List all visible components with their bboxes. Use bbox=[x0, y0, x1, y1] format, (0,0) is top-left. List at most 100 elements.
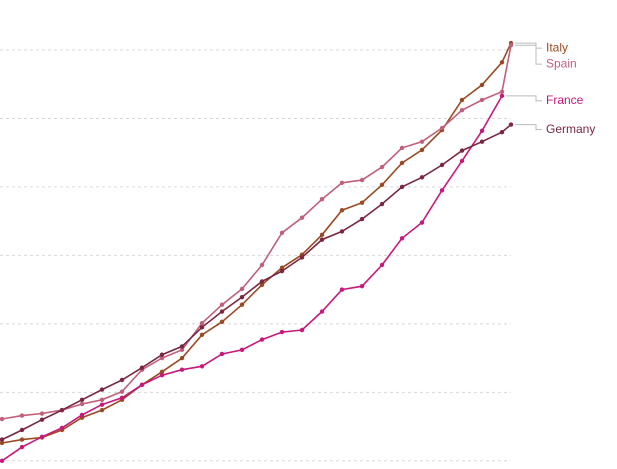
series-line bbox=[1, 42, 512, 444]
series-line bbox=[1, 45, 512, 420]
data-point bbox=[479, 128, 485, 133]
data-point bbox=[479, 82, 485, 88]
data-point bbox=[459, 108, 465, 113]
data-point bbox=[159, 352, 165, 357]
data-point bbox=[259, 337, 265, 342]
data-point bbox=[379, 182, 385, 188]
data-point bbox=[359, 200, 365, 205]
data-point bbox=[19, 444, 25, 450]
data-point bbox=[499, 93, 505, 99]
data-point bbox=[219, 319, 225, 324]
data-point bbox=[159, 369, 165, 374]
data-point bbox=[399, 160, 405, 166]
data-point bbox=[499, 60, 505, 65]
data-point bbox=[219, 351, 225, 357]
data-point bbox=[339, 287, 345, 292]
data-point bbox=[508, 122, 514, 127]
data-point bbox=[508, 42, 514, 48]
data-point bbox=[359, 177, 365, 183]
data-point bbox=[279, 268, 285, 274]
data-point bbox=[379, 262, 385, 268]
data-point bbox=[319, 232, 325, 238]
data-point bbox=[299, 215, 305, 220]
legend-label: Spain bbox=[546, 56, 577, 70]
data-point bbox=[0, 458, 5, 463]
label-leader bbox=[506, 95, 542, 102]
data-point bbox=[59, 407, 65, 413]
data-point bbox=[319, 237, 325, 242]
data-point bbox=[19, 427, 25, 433]
data-point bbox=[499, 129, 505, 135]
data-point bbox=[199, 332, 205, 338]
data-point bbox=[439, 162, 445, 168]
legend-label: Germany bbox=[546, 122, 595, 136]
data-point bbox=[259, 262, 265, 268]
data-point bbox=[299, 327, 305, 333]
data-point bbox=[199, 364, 205, 369]
legend-label: Italy bbox=[546, 40, 568, 54]
data-point bbox=[279, 265, 285, 270]
data-point bbox=[399, 184, 405, 190]
data-point bbox=[99, 402, 105, 407]
data-point bbox=[279, 230, 285, 235]
data-point bbox=[479, 139, 485, 144]
data-point bbox=[79, 412, 85, 418]
data-point bbox=[119, 395, 125, 400]
data-point bbox=[0, 437, 5, 442]
data-point bbox=[199, 320, 205, 326]
data-point bbox=[319, 197, 325, 202]
data-point bbox=[259, 279, 265, 284]
data-point bbox=[99, 387, 105, 392]
data-point bbox=[179, 347, 185, 353]
data-point bbox=[159, 373, 165, 378]
data-point bbox=[239, 286, 245, 292]
data-point bbox=[119, 377, 125, 383]
data-point bbox=[299, 255, 305, 260]
data-point bbox=[79, 397, 85, 403]
data-point bbox=[379, 164, 385, 170]
label-leader bbox=[515, 124, 542, 131]
data-point bbox=[239, 347, 245, 353]
data-point bbox=[399, 236, 405, 241]
data-point bbox=[179, 367, 185, 372]
data-point bbox=[339, 180, 345, 186]
data-point bbox=[219, 309, 225, 314]
data-point bbox=[379, 201, 385, 207]
data-point bbox=[359, 283, 365, 289]
data-point bbox=[19, 437, 25, 442]
data-point bbox=[459, 148, 465, 153]
series-line bbox=[1, 95, 503, 462]
data-point bbox=[159, 355, 165, 361]
data-point bbox=[319, 309, 325, 314]
data-point bbox=[179, 355, 185, 361]
data-point bbox=[259, 282, 265, 288]
data-point bbox=[0, 440, 5, 446]
data-point bbox=[459, 97, 465, 103]
data-point bbox=[419, 175, 425, 180]
data-point bbox=[0, 416, 5, 422]
data-point bbox=[99, 407, 105, 413]
data-point bbox=[219, 302, 225, 307]
data-point bbox=[359, 216, 365, 222]
label-leader bbox=[515, 44, 542, 65]
data-point bbox=[339, 207, 345, 213]
data-point bbox=[59, 425, 65, 431]
data-point bbox=[99, 397, 105, 403]
data-point bbox=[39, 434, 45, 440]
data-point bbox=[459, 158, 465, 164]
data-point bbox=[119, 389, 125, 394]
data-point bbox=[419, 139, 425, 144]
legend-label: France bbox=[546, 93, 584, 107]
data-point bbox=[239, 302, 245, 307]
data-point bbox=[139, 382, 145, 387]
data-point bbox=[139, 365, 145, 370]
data-point bbox=[439, 125, 445, 131]
data-point bbox=[39, 411, 45, 416]
data-point bbox=[239, 294, 245, 300]
data-point bbox=[419, 220, 425, 225]
data-point bbox=[439, 188, 445, 193]
data-point bbox=[339, 229, 345, 234]
data-point bbox=[399, 145, 405, 151]
data-point bbox=[19, 413, 25, 418]
